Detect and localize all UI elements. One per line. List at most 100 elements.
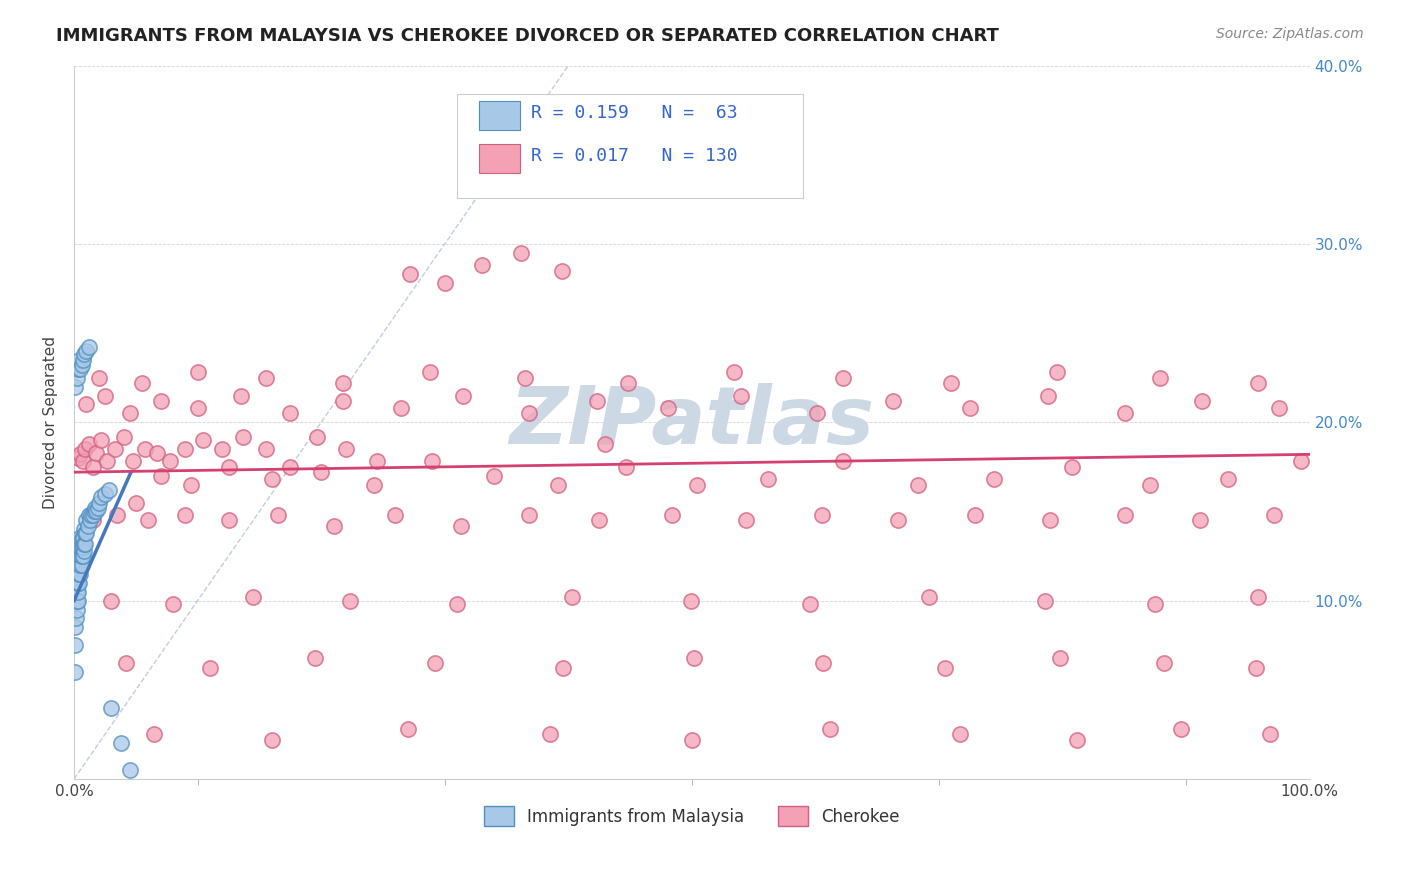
Point (65, 379, 87, 393)
Point (422, 454, 444, 468)
Point (146, 445, 169, 459)
Point (67, 352, 90, 367)
Point (73, 543, 96, 558)
Point (1188, 513, 1211, 527)
Point (67, 540, 90, 554)
Point (1046, 365, 1069, 379)
Point (335, 442, 357, 456)
Point (70, 531, 93, 545)
Point (419, 365, 441, 379)
Point (73, 536, 96, 550)
Point (94, 486, 117, 500)
Point (806, 406, 828, 420)
Point (112, 429, 135, 443)
Point (110, 736, 132, 750)
Point (1114, 508, 1136, 522)
Point (149, 393, 172, 408)
Point (661, 508, 683, 522)
Point (339, 593, 361, 607)
Point (180, 477, 202, 491)
Point (149, 468, 172, 483)
Point (758, 472, 780, 486)
Text: R = 0.159   N =  63: R = 0.159 N = 63 (531, 104, 738, 122)
Point (67, 549, 90, 563)
Point (810, 508, 832, 522)
Point (77, 508, 100, 522)
Point (86, 445, 108, 459)
Point (723, 365, 745, 379)
Point (65, 620, 87, 634)
Point (799, 597, 821, 611)
Point (90, 433, 112, 447)
Point (450, 518, 472, 533)
Point (1170, 722, 1192, 736)
Point (1139, 477, 1161, 491)
Point (882, 393, 904, 408)
Point (69, 566, 91, 581)
Text: Source: ZipAtlas.com: Source: ZipAtlas.com (1216, 27, 1364, 41)
Point (187, 401, 209, 415)
Point (100, 593, 122, 607)
Point (118, 406, 141, 420)
Point (82, 513, 104, 527)
Point (588, 513, 610, 527)
Point (69, 540, 91, 554)
Point (75, 513, 97, 527)
Point (242, 590, 264, 604)
Point (229, 388, 252, 402)
Point (75, 536, 97, 550)
Point (451, 388, 474, 402)
Point (1191, 393, 1213, 408)
Point (309, 465, 332, 479)
Point (585, 393, 607, 408)
Point (254, 370, 277, 384)
Point (100, 700, 122, 714)
Point (87, 495, 110, 509)
Point (70, 540, 93, 554)
Point (143, 727, 166, 741)
Point (681, 732, 703, 747)
Point (72, 549, 94, 563)
Point (191, 433, 214, 447)
Point (65, 584, 87, 599)
Point (384, 508, 406, 522)
Point (75, 525, 97, 540)
Point (66, 566, 89, 581)
Point (1049, 650, 1071, 665)
Point (86, 504, 108, 518)
Point (332, 376, 354, 390)
Point (94, 388, 117, 402)
Point (304, 650, 326, 665)
Point (1062, 459, 1084, 474)
Point (118, 763, 141, 777)
FancyBboxPatch shape (457, 95, 803, 197)
Point (260, 732, 283, 747)
Point (423, 656, 446, 670)
Point (63, 665, 86, 679)
Point (1246, 590, 1268, 604)
Point (510, 245, 533, 260)
Point (1036, 388, 1059, 402)
Point (614, 459, 637, 474)
Point (218, 459, 240, 474)
Point (934, 661, 956, 675)
Point (67, 575, 90, 590)
Point (72, 540, 94, 554)
Point (1289, 454, 1312, 468)
Point (72, 454, 94, 468)
Point (65, 611, 87, 625)
Point (260, 472, 283, 486)
Point (136, 513, 159, 527)
Point (232, 429, 254, 443)
Point (105, 508, 128, 522)
Point (70, 358, 93, 372)
Point (278, 406, 301, 420)
Point (278, 459, 301, 474)
Point (131, 376, 153, 390)
Point (70, 558, 93, 572)
Point (75, 442, 97, 456)
Point (918, 590, 941, 604)
Point (941, 376, 963, 390)
Point (1144, 597, 1167, 611)
Point (69, 558, 91, 572)
